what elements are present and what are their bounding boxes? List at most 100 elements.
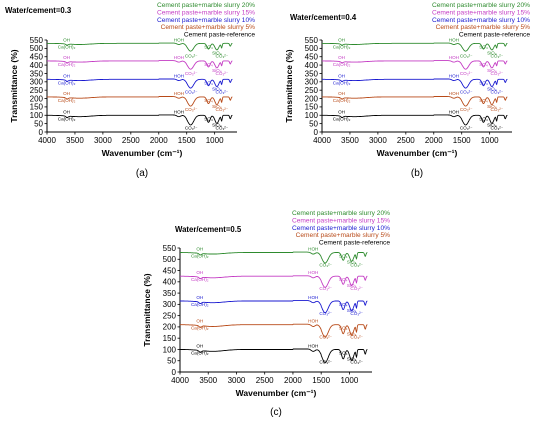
legend-entry: Cement paste+marble slurry 10% [432,17,530,24]
band-annotation: SiO₄ [347,260,357,265]
band-annotation: CO₃²⁻ [350,263,363,268]
band-annotation: HOH [308,270,318,275]
y-tick-label: 450 [30,53,44,62]
y-tick-label: 550 [163,244,177,253]
band-annotation: CO₃²⁻ [460,53,473,58]
spectrum-line [322,96,508,107]
spectrum-line [180,323,368,338]
band-annotation: CO₃²⁻ [491,53,504,58]
band-annotation: Ca(OH)₂ [58,116,76,121]
band-annotation: OH [63,91,70,96]
band-annotation: SO₄ [479,116,488,121]
x-tick-label: 2500 [256,376,274,385]
legend-entry: Cement paste+marble slurry 20% [157,2,255,9]
band-annotation: SO₄ [204,80,213,85]
spectrum-line [180,275,368,288]
band-annotation: OH [63,55,70,60]
legend-entry: Cement paste+marble slurry 10% [292,225,390,232]
legend-entry: Cement paste+marble slurry 15% [292,217,390,224]
x-tick-label: 1500 [453,136,471,145]
band-annotation: HOH [308,247,318,252]
y-tick-label: 350 [30,69,44,78]
band-annotation: SO₄ [339,302,348,307]
band-annotation: Ca(OH)₂ [58,44,76,49]
band-annotation: CO₃²⁻ [491,107,504,112]
y-tick-label: 500 [305,44,319,53]
legend-entry: Cement paste+marble slurry 20% [432,2,530,9]
band-annotation: CO₃²⁻ [319,311,332,316]
band-annotation: HOH [174,55,184,60]
band-annotation: Ca(OH)₂ [191,326,209,331]
band-annotation: CO₃²⁻ [319,359,332,364]
spectrum-line [47,96,233,107]
x-tick-label: 2000 [284,376,302,385]
band-annotation: SO₄ [479,80,488,85]
y-tick-label: 150 [30,103,44,112]
band-annotation: SO₄ [339,326,348,331]
spectrum-line [180,300,368,314]
legend-entry: Cement paste-reference [459,32,530,39]
band-annotation: OH [196,247,203,252]
spectrum-line [322,42,508,52]
band-annotation: SO₄ [479,98,488,103]
x-tick-label: 3000 [94,136,112,145]
spectrum-line [180,251,368,264]
x-tick-label: 3500 [199,376,217,385]
band-annotation: SiO₄ [487,50,497,55]
x-tick-label: 3500 [341,136,359,145]
y-tick-label: 250 [30,86,44,95]
band-annotation: OH [338,91,345,96]
y-tick-label: 250 [163,311,177,320]
band-annotation: CO₃²⁻ [216,107,229,112]
y-tick-label: 250 [305,86,319,95]
band-annotation: CO₃²⁻ [216,125,229,130]
y-tick-label: 300 [305,78,319,87]
band-annotation: CO₃²⁻ [491,89,504,94]
band-annotation: CO₃²⁻ [319,263,332,268]
x-tick-label: 1000 [206,136,224,145]
x-tick-label: 3000 [228,376,246,385]
band-annotation: HOH [449,73,459,78]
band-annotation: HOH [308,295,318,300]
band-annotation: CO₃²⁻ [185,53,198,58]
band-annotation: HOH [174,91,184,96]
x-tick-label: 2500 [122,136,140,145]
band-annotation: OH [196,319,203,324]
band-annotation: SO₄ [339,254,348,259]
spectrum-line [322,114,508,126]
y-tick-label: 550 [30,36,44,45]
panel-label: (a) [136,168,148,179]
band-annotation: HOH [174,37,184,42]
y-tick-label: 400 [163,278,177,287]
y-tick-label: 100 [163,345,177,354]
x-tick-label: 1000 [481,136,499,145]
band-annotation: OH [338,55,345,60]
spectrum-line [47,42,233,52]
y-tick-label: 300 [30,78,44,87]
x-tick-label: 2000 [425,136,443,145]
y-tick-label: 50 [34,119,43,128]
band-annotation: CO₃²⁻ [350,311,363,316]
band-annotation: SiO₄ [487,122,497,127]
legend-entry: Cement paste+marble slurry 5% [161,24,256,31]
condition-label: Water/cement=0.3 [5,6,72,15]
band-annotation: CO₃²⁻ [460,89,473,94]
band-annotation: SiO₄ [347,356,357,361]
band-annotation: CO₃²⁻ [319,335,332,340]
band-annotation: SiO₄ [212,86,222,91]
y-tick-label: 350 [305,69,319,78]
y-tick-label: 50 [309,119,318,128]
x-axis-title: Wavenumber (cm⁻¹) [377,148,458,158]
band-annotation: OH [338,37,345,42]
y-tick-label: 0 [314,128,319,137]
band-annotation: SO₄ [479,44,488,49]
y-tick-label: 100 [305,111,319,120]
y-tick-label: 450 [163,266,177,275]
x-tick-label: 1500 [178,136,196,145]
band-annotation: Ca(OH)₂ [333,62,351,67]
band-annotation: SO₄ [339,277,348,282]
band-annotation: OH [63,73,70,78]
y-tick-label: 200 [163,323,177,332]
panel-label: (c) [270,407,282,418]
band-annotation: Ca(OH)₂ [191,302,209,307]
